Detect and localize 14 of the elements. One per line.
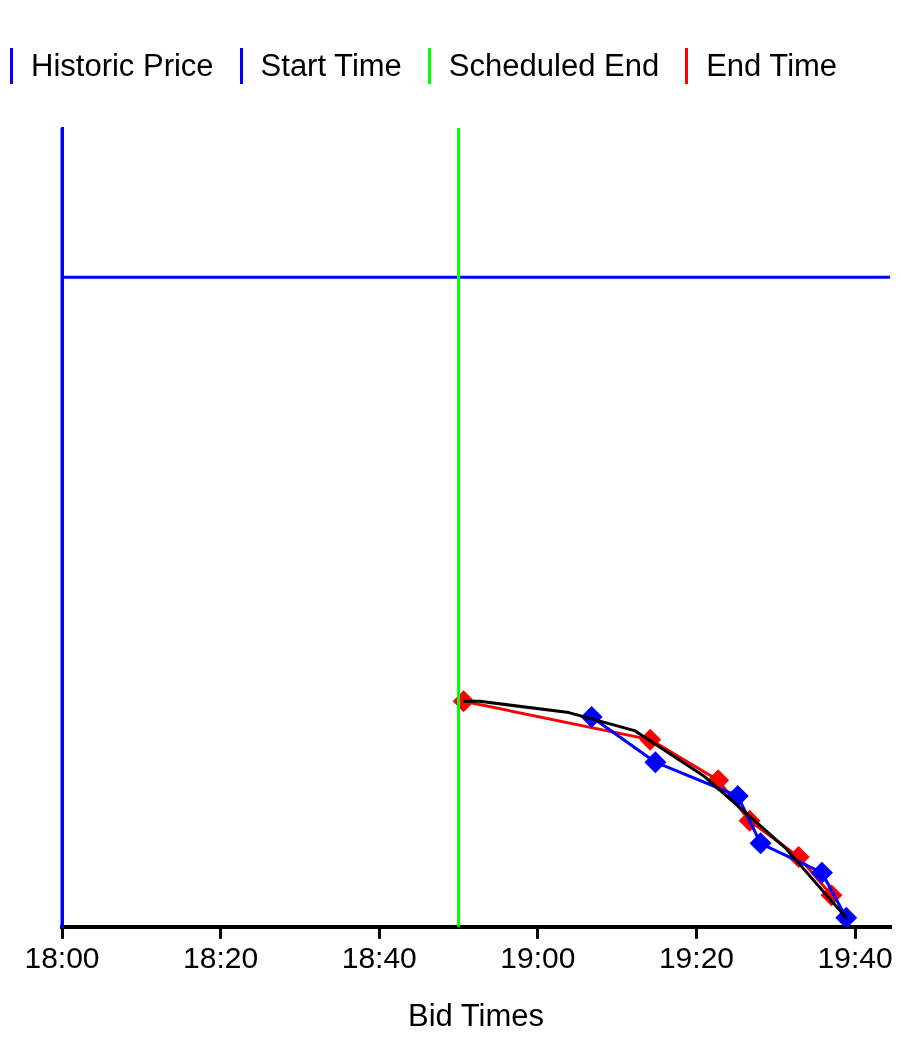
x-tick-label: 19:20 — [658, 941, 735, 975]
point — [644, 751, 667, 774]
legend-label: Historic Price — [31, 48, 214, 84]
x-tick-label: 18:20 — [183, 941, 259, 975]
x-tick-label: 19:40 — [817, 941, 893, 975]
legend-label: Scheduled End — [448, 48, 660, 84]
x-axis-title: Bid Times — [407, 997, 545, 1033]
x-tick-label: 18:00 — [24, 941, 100, 975]
legend-label: Start Time — [260, 48, 402, 84]
legend-label: End Time — [706, 48, 838, 84]
point — [749, 832, 772, 855]
x-tick-label: 18:40 — [341, 941, 417, 975]
point — [810, 861, 833, 884]
x-tick-label: 19:00 — [500, 941, 576, 975]
